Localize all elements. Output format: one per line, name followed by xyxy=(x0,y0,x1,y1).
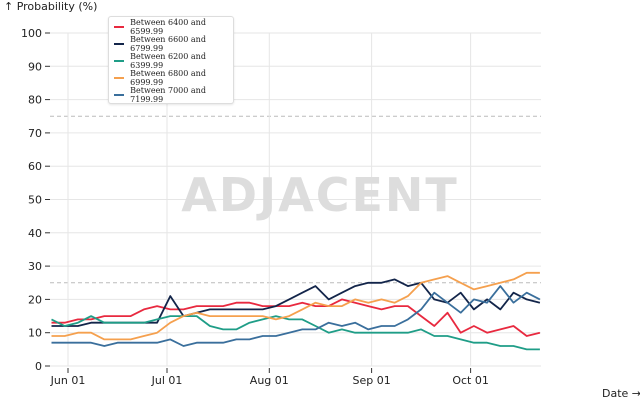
series-lines xyxy=(51,271,541,351)
y-tick-label: 40 xyxy=(28,227,42,240)
y-tick-label: 30 xyxy=(28,260,42,273)
y-tick-label: 20 xyxy=(28,293,42,306)
y-tick-label: 50 xyxy=(28,194,42,207)
legend-swatch xyxy=(114,26,125,28)
x-tick-label: Sep 01 xyxy=(352,374,390,387)
legend-item: Between 6600 and 6799.99 xyxy=(109,35,233,53)
legend-item: Between 7000 and 7199.99 xyxy=(109,86,233,104)
legend-swatch xyxy=(114,77,125,79)
y-tick-label: 90 xyxy=(28,60,42,73)
y-tick-label: 0 xyxy=(35,360,42,373)
series-line-0 xyxy=(51,298,541,337)
y-tick-label: 80 xyxy=(28,94,42,107)
legend-swatch xyxy=(114,43,125,45)
legend-label: Between 7000 and 7199.99 xyxy=(130,86,206,104)
watermark: ADJACENT xyxy=(181,168,459,222)
legend: Between 6400 and 6599.99 Between 6600 and… xyxy=(108,16,234,104)
legend-label: Between 6200 and 6399.99 xyxy=(130,52,206,70)
series-line-4 xyxy=(51,285,541,347)
legend-item: Between 6800 and 6999.99 xyxy=(109,69,233,87)
x-tick-label: Jun 01 xyxy=(50,374,86,387)
legend-swatch xyxy=(114,60,125,62)
y-tick-label: 70 xyxy=(28,127,42,140)
x-axis-title: Date → xyxy=(602,387,640,400)
x-tick-label: Oct 01 xyxy=(452,374,489,387)
legend-label: Between 6800 and 6999.99 xyxy=(130,69,206,87)
y-axis-title: ↑ Probability (%) xyxy=(4,0,97,13)
axes: 0 10 20 30 40 50 60 70 80 90 100 Jun 01 Jul 01 Aug 01… xyxy=(21,27,489,387)
legend-item: Between 6200 and 6399.99 xyxy=(109,52,233,70)
series-line-2 xyxy=(51,315,540,351)
series-line-3 xyxy=(51,271,540,341)
y-tick-label: 100 xyxy=(21,27,42,40)
legend-label: Between 6400 and 6599.99 xyxy=(130,18,206,36)
x-tick-label: Aug 01 xyxy=(250,374,289,387)
legend-item: Between 6400 and 6599.99 xyxy=(109,18,233,36)
y-tick-label: 10 xyxy=(28,327,42,340)
legend-label: Between 6600 and 6799.99 xyxy=(130,35,206,53)
x-tick-label: Jul 01 xyxy=(151,374,183,387)
legend-swatch xyxy=(114,94,125,96)
y-tick-label: 60 xyxy=(28,160,42,173)
